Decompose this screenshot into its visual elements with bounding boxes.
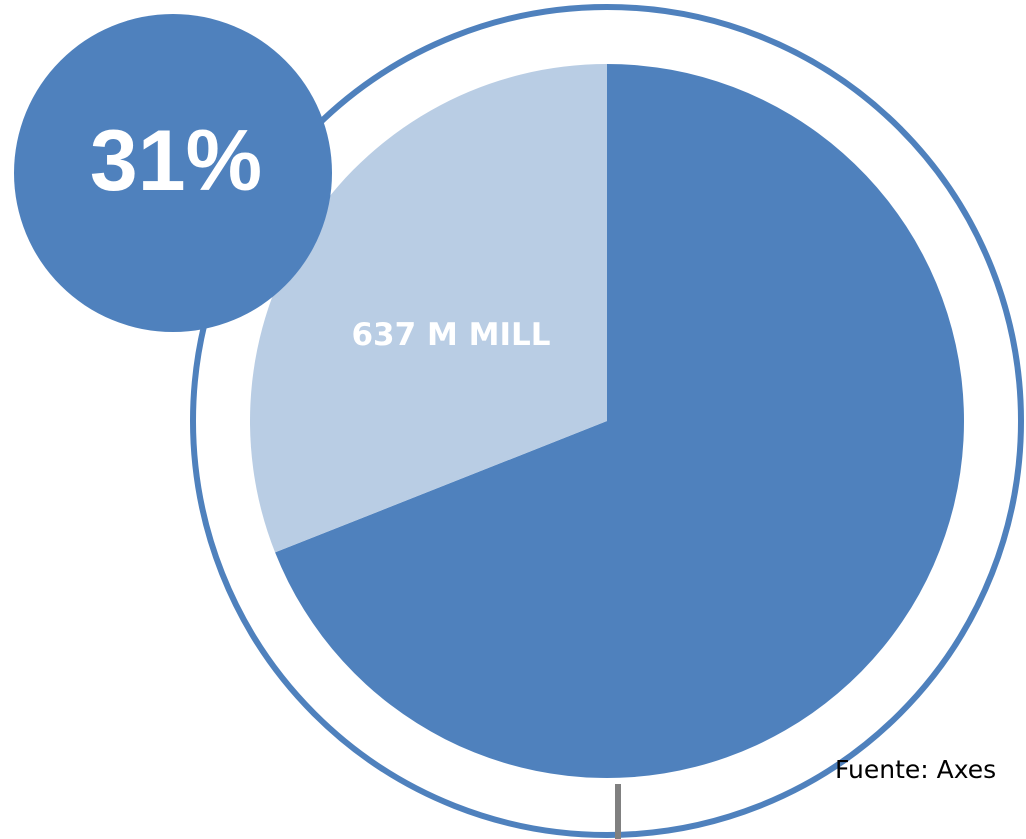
pie-slice-1	[249, 64, 607, 553]
pie-slices	[249, 64, 964, 778]
source-note: Fuente: Axes	[835, 755, 996, 784]
percent-badge-text: 31%	[90, 113, 262, 209]
percent-badge	[14, 14, 332, 332]
pie-slice-0	[275, 64, 964, 778]
slice-label: 637 M MILL	[351, 317, 550, 353]
